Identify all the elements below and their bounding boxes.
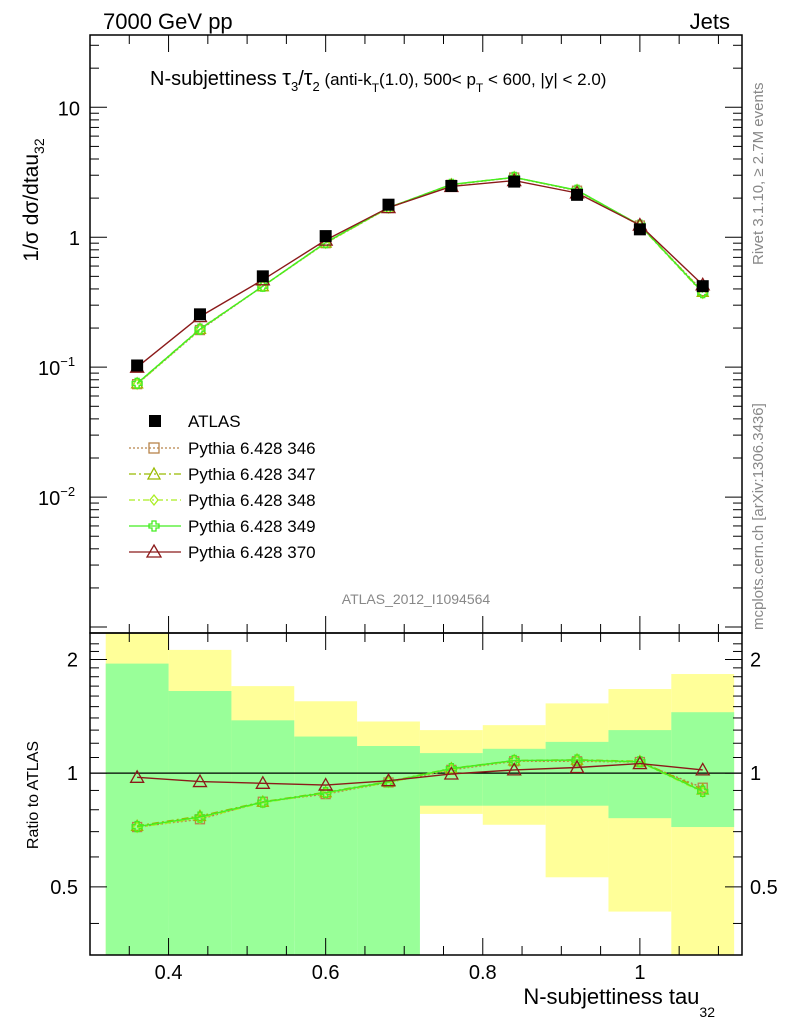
atlas-data-point <box>508 175 521 188</box>
x-tick-label: 0.8 <box>469 962 497 984</box>
series-4-ratio-point <box>443 766 459 780</box>
series-4-ratio-point <box>318 777 334 791</box>
atlas-data-point <box>445 179 458 192</box>
ratio-series-lines <box>90 752 742 834</box>
main-y-tick-label: 1 <box>69 228 80 250</box>
legend-entry-348: Pythia 6.428 348 <box>129 491 316 510</box>
legend-label-347: Pythia 6.428 347 <box>188 465 316 484</box>
series-3-main-line <box>136 176 704 384</box>
legend-entry-346: Pythia 6.428 346 <box>129 439 316 458</box>
series-4-ratio-point <box>569 759 585 774</box>
series-4-ratio-point <box>380 772 397 787</box>
legend-marker-348 <box>149 493 159 507</box>
legend-entry-347: Pythia 6.428 347 <box>129 465 316 484</box>
ratio-y-tick-label-left: 1 <box>67 763 78 785</box>
ratio-y-tick-label-right: 0.5 <box>750 877 778 899</box>
main-y-axis-label: 1/σ dσ/dtau32 <box>20 138 47 261</box>
series-3-main-point <box>194 323 206 335</box>
ratio-y-tick-label-right: 2 <box>750 649 761 671</box>
series-2-main-point <box>132 378 142 391</box>
atlas-data-point <box>633 223 646 236</box>
legend-label-346: Pythia 6.428 346 <box>188 439 316 458</box>
mcplots-label: mcplots.cern.ch [arXiv:1306.3436] <box>750 403 767 630</box>
series-4-ratio-point <box>192 773 208 788</box>
series-3-ratio-line <box>137 759 704 828</box>
legend-entry-370: Pythia 6.428 370 <box>129 543 316 562</box>
atlas-data-point <box>319 230 332 243</box>
inner-band-bin <box>294 736 358 955</box>
series-4-ratio-line <box>137 762 703 786</box>
legend-entry-atlas: ATLAS <box>149 412 241 431</box>
series-3-ratio-point <box>131 820 143 833</box>
rivet-label: Rivet 3.1.10, ≥ 2.7M events <box>750 83 767 266</box>
legend-label-370: Pythia 6.428 370 <box>188 543 316 562</box>
axis-ticks: 10−2 10−1 1 10 0.5 0.5 1 1 2 2 0.4 0.6 0.8 1 <box>38 35 778 984</box>
legend-marker-atlas <box>149 415 161 427</box>
series-3-ratio-point <box>508 754 520 767</box>
series-4-ratio-point <box>506 762 522 776</box>
ratio-y-tick-label-right: 1 <box>750 763 761 785</box>
atlas-data-point <box>193 308 206 321</box>
x-tick-label: 0.6 <box>312 962 340 984</box>
series-3-main-point <box>131 377 143 390</box>
x-axis-label: N-subjettiness tau32 <box>523 984 715 1020</box>
analysis-id: ATLAS_2012_I1094564 <box>342 591 491 607</box>
main-series-lines <box>129 170 711 391</box>
legend-marker-349 <box>148 520 160 532</box>
series-4-ratio-point <box>695 762 711 776</box>
inner-band-bin <box>608 730 672 819</box>
inner-band-bin <box>105 663 169 955</box>
series-4-ratio-point <box>129 769 145 783</box>
legend-label-349: Pythia 6.428 349 <box>188 517 316 536</box>
inner-band-bin <box>482 748 546 806</box>
inner-band-bin <box>545 741 609 806</box>
ratio-plot-frame <box>89 632 743 956</box>
legend: ATLAS Pythia 6.428 346 Pythia 6.428 347 … <box>129 412 316 562</box>
main-y-tick-label: 10 <box>58 98 80 120</box>
inner-band-bin <box>231 720 295 955</box>
series-3-ratio-point <box>194 811 206 823</box>
series-4-main-line <box>136 179 704 368</box>
legend-marker-346 <box>148 442 160 454</box>
category-label: Jets <box>690 9 730 34</box>
legend-label-348: Pythia 6.428 348 <box>188 491 316 510</box>
series-4-ratio-point <box>255 775 271 789</box>
atlas-data-point <box>571 188 584 201</box>
energy-label: 7000 GeV pp <box>103 9 233 34</box>
main-y-tick-label: 10−2 <box>38 484 75 510</box>
series-1-main-line <box>136 176 704 384</box>
legend-entry-349: Pythia 6.428 349 <box>129 517 316 536</box>
ratio-y-axis-label: Ratio to ATLAS <box>25 741 42 849</box>
plot-title: N-subjettiness τ3/τ2 (anti-kT(1.0), 500<… <box>150 65 606 95</box>
ratio-y-tick-label-left: 0.5 <box>50 877 78 899</box>
uncertainty-bands <box>105 633 735 955</box>
series-2-main-line <box>136 176 704 385</box>
atlas-data-point <box>696 280 709 293</box>
series-3-main-point <box>257 280 269 292</box>
plot-frames <box>89 34 743 956</box>
legend-marker-370 <box>145 543 163 558</box>
series-3-ratio-point <box>257 796 269 808</box>
x-tick-label: 1 <box>634 962 645 984</box>
series-0-main-line <box>136 176 704 385</box>
atlas-data-point <box>382 198 395 211</box>
ratio-y-tick-label-left: 2 <box>67 649 78 671</box>
atlas-data-point <box>256 270 269 283</box>
series-3-ratio-point <box>697 785 709 797</box>
x-tick-label: 0.4 <box>155 962 183 984</box>
main-y-tick-label: 10−1 <box>38 354 75 380</box>
legend-label-atlas: ATLAS <box>188 412 241 431</box>
series-4-ratio-point <box>632 755 648 770</box>
legend-marker-347 <box>146 466 162 480</box>
atlas-data-point <box>131 359 144 372</box>
